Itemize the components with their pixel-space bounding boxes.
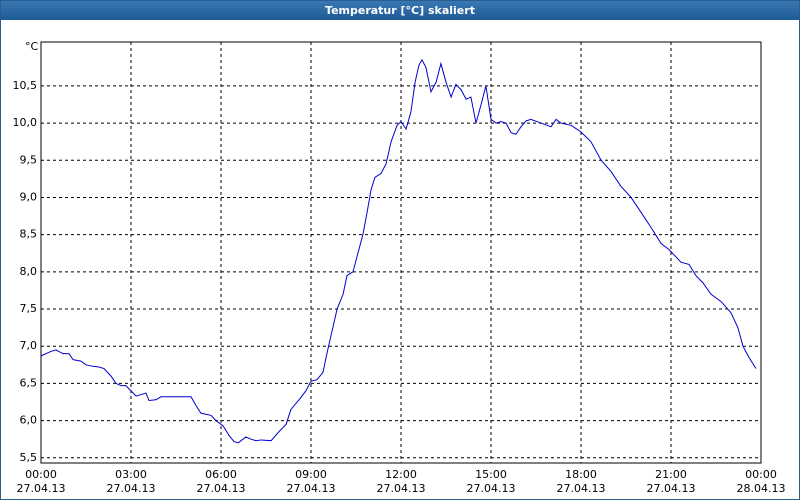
y-tick-label: 8,5 <box>20 228 38 241</box>
x-tick-label: 00:00 27.04.13 <box>16 468 66 495</box>
x-tick-label: 15:00 27.04.13 <box>466 468 516 495</box>
y-tick-label: 10,0 <box>13 116 38 129</box>
y-unit: °C <box>25 40 39 53</box>
x-tick-label: 18:00 27.04.13 <box>556 468 606 495</box>
y-tick-label: 6,0 <box>20 414 38 427</box>
x-tick-label: 09:00 27.04.13 <box>286 468 336 495</box>
y-tick-label: 10,5 <box>13 79 38 92</box>
x-tick-label: 12:00 27.04.13 <box>376 468 426 495</box>
y-tick-label: 5,5 <box>20 451 38 464</box>
x-tick-label: 21:00 27.04.13 <box>646 468 696 495</box>
plot-frame <box>40 41 762 464</box>
x-tick-label: 03:00 27.04.13 <box>106 468 156 495</box>
y-tick-label: 9,0 <box>20 190 38 203</box>
x-tick-label: 00:00 28.04.13 <box>736 468 786 495</box>
y-tick-label: 9,5 <box>20 153 38 166</box>
y-tick-label: 8,0 <box>20 265 38 278</box>
chart-title: Temperatur [°C] skaliert <box>1 1 799 20</box>
y-tick-label: 6,5 <box>20 376 38 389</box>
x-tick-label: 06:00 27.04.13 <box>196 468 246 495</box>
y-tick-label: 7,0 <box>20 339 38 352</box>
data-line <box>40 58 757 444</box>
y-tick-label: 7,5 <box>20 302 38 315</box>
